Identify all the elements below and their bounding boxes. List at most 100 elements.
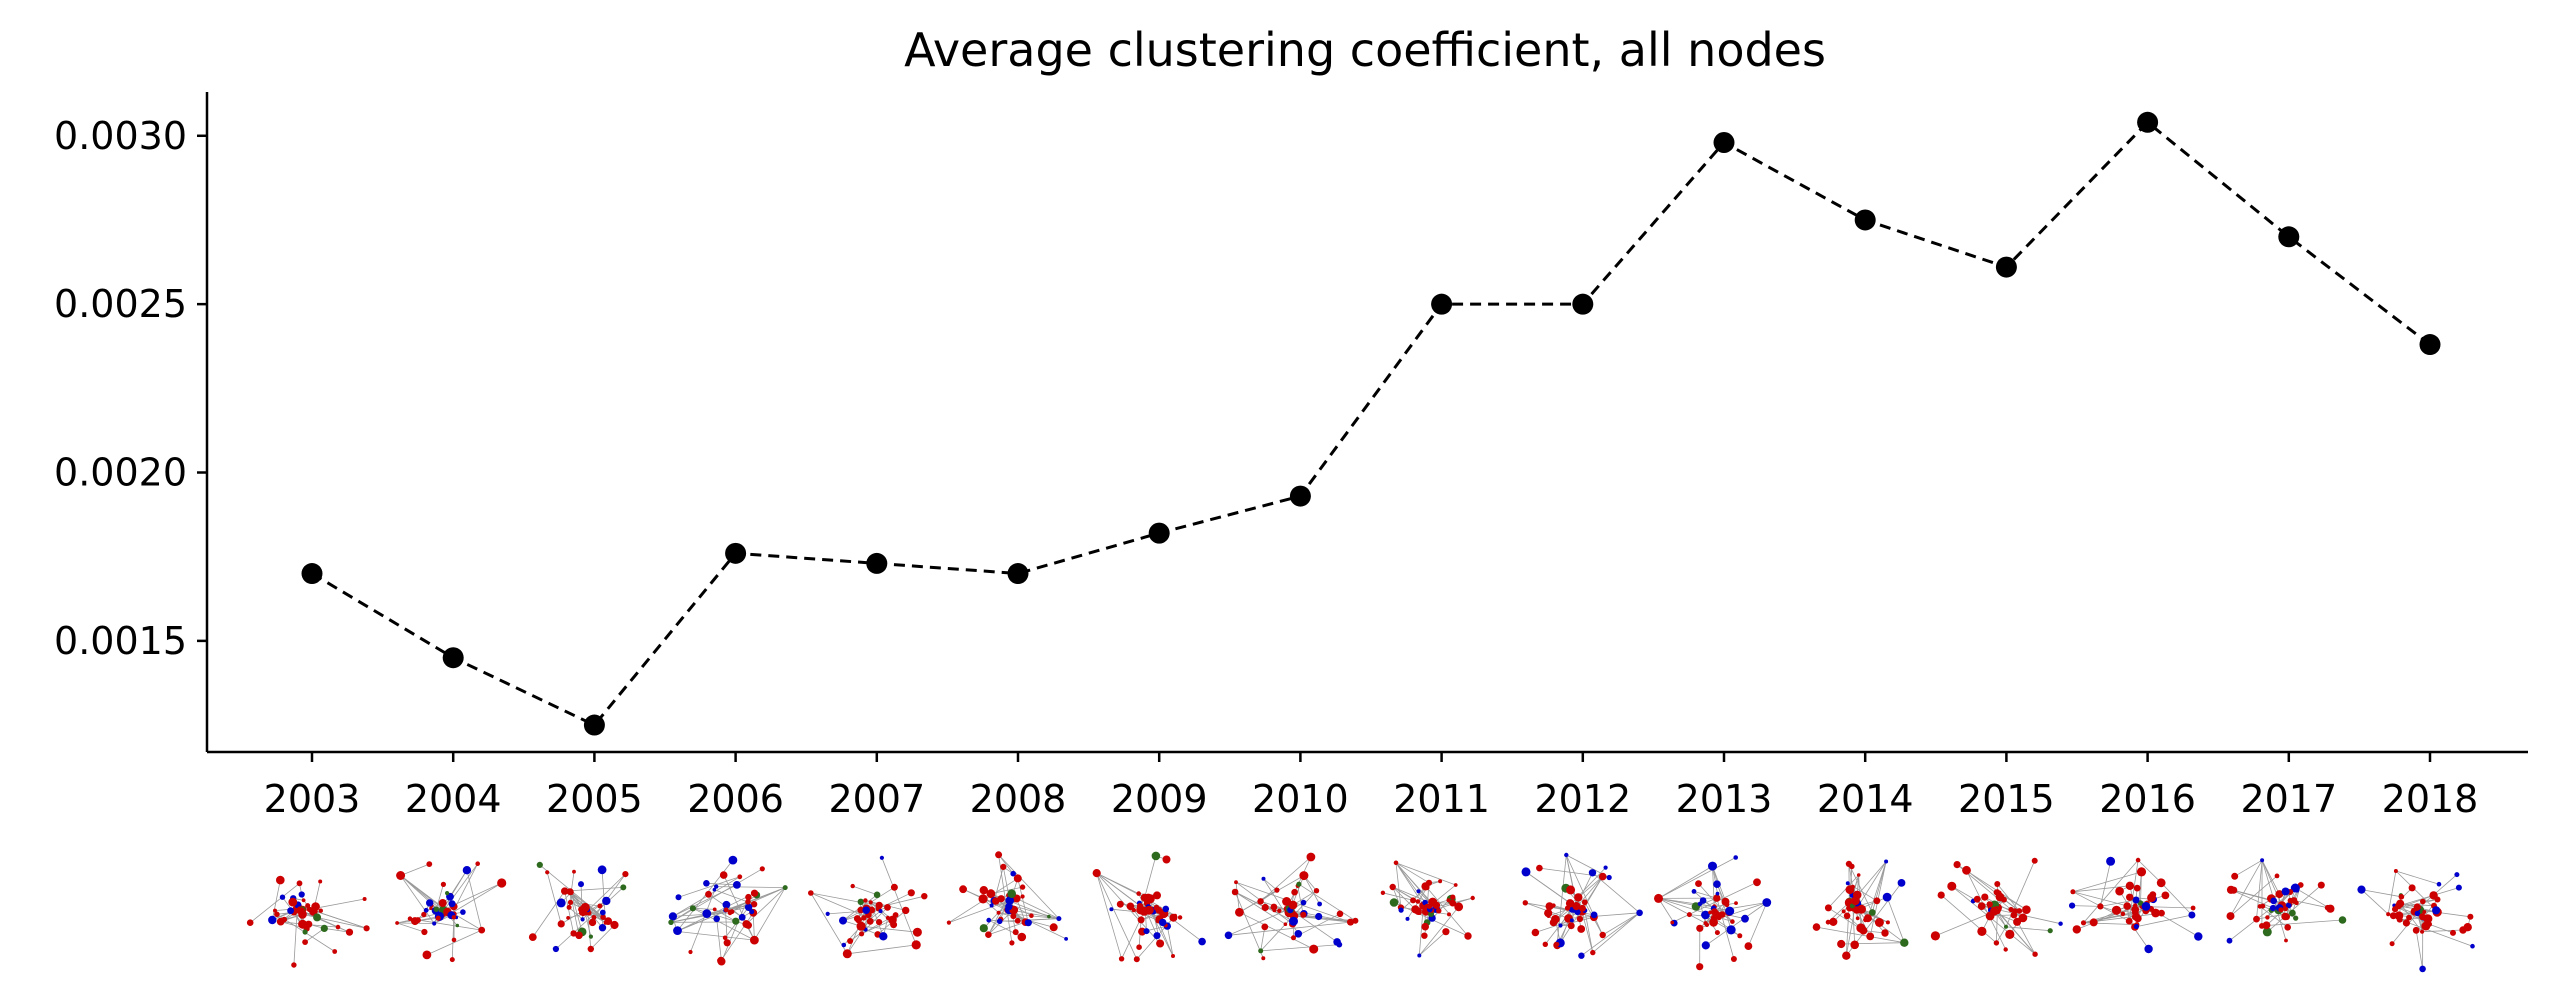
thumbnail-node xyxy=(1313,888,1320,894)
thumbnail-node xyxy=(712,887,717,892)
x-tick-label: 2003 xyxy=(264,777,361,821)
thumbnail-node xyxy=(1726,925,1736,935)
thumbnail-edge xyxy=(1234,891,1286,925)
thumbnail-edge xyxy=(988,921,1026,936)
thumbnail-edge xyxy=(878,892,912,910)
network-thumbnail xyxy=(1930,857,2063,957)
thumbnail-edge xyxy=(1856,861,1887,909)
thumbnail-node xyxy=(587,945,594,953)
thumbnail-node xyxy=(907,889,915,897)
thumbnail-node xyxy=(1464,932,1472,940)
thumbnail-node xyxy=(1415,899,1421,904)
thumbnail-node xyxy=(2069,902,2076,909)
thumbnail-node xyxy=(2257,904,2263,909)
thumbnail-node xyxy=(1449,899,1457,907)
x-tick-label: 2004 xyxy=(405,777,502,821)
thumbnail-edge xyxy=(453,913,482,931)
thumbnail-node xyxy=(841,942,847,948)
thumbnail-edge xyxy=(1426,887,1469,937)
thumbnail-node xyxy=(1049,923,1058,932)
thumbnail-node xyxy=(750,889,759,897)
network-thumbnails xyxy=(246,851,2475,973)
thumbnail-node xyxy=(1299,871,1309,881)
thumbnail-node xyxy=(1336,910,1344,918)
thumbnail-node xyxy=(1454,902,1464,912)
thumbnail-edge xyxy=(2072,905,2101,907)
thumbnail-edge xyxy=(1228,908,1291,936)
thumbnail-edge xyxy=(1856,909,1871,937)
thumbnail-node xyxy=(429,906,433,910)
thumbnail-edge xyxy=(2005,926,2051,932)
x-tick-label: 2017 xyxy=(2240,777,2337,821)
thumbnail-node xyxy=(2281,887,2290,896)
thumbnail-node xyxy=(2398,894,2405,900)
thumbnail-node xyxy=(868,900,873,905)
thumbnail-node xyxy=(599,909,606,916)
thumbnail-edge xyxy=(706,882,737,886)
thumbnail-node xyxy=(1696,924,1704,932)
thumbnail-edge xyxy=(1828,874,1859,909)
thumbnail-node xyxy=(2190,905,2196,911)
thumbnail-edge xyxy=(1712,866,1715,912)
x-tick-label: 2010 xyxy=(1252,777,1349,821)
thumbnail-edge xyxy=(1525,871,1571,904)
thumbnail-node xyxy=(2158,909,2165,917)
thumbnail-node xyxy=(1937,891,1945,899)
thumbnail-edge xyxy=(1228,921,1351,936)
thumbnail-node xyxy=(688,949,693,955)
thumbnail-node xyxy=(2080,920,2087,926)
thumbnail-edge xyxy=(716,918,722,962)
data-point xyxy=(1007,563,1029,585)
thumbnail-node xyxy=(825,911,830,917)
data-point xyxy=(442,647,464,669)
thumbnail-node xyxy=(1856,923,1866,933)
data-point xyxy=(2137,111,2159,133)
data-point xyxy=(1148,522,1170,544)
thumbnail-edge xyxy=(396,922,425,933)
thumbnail-edge xyxy=(870,886,895,903)
thumbnail-node xyxy=(979,924,988,933)
thumbnail-edge xyxy=(1260,926,1266,951)
thumbnail-node xyxy=(723,907,729,913)
thumbnail-node xyxy=(426,899,434,907)
thumbnail-edge xyxy=(998,854,1013,943)
thumbnail-edge xyxy=(1144,855,1157,898)
thumbnail-edge xyxy=(810,892,888,908)
thumbnail-node xyxy=(1953,861,1961,869)
data-point xyxy=(1713,132,1735,154)
data-point xyxy=(725,542,747,564)
thumbnail-node xyxy=(1056,916,1062,922)
thumbnail-node xyxy=(448,900,456,908)
thumbnail-node xyxy=(2260,858,2265,863)
thumbnail-node xyxy=(861,915,867,921)
thumbnail-node xyxy=(1551,914,1560,924)
thumbnail-node xyxy=(921,893,928,900)
thumbnail-node xyxy=(2269,904,2277,912)
thumbnail-edge xyxy=(1658,898,1675,924)
thumbnail-edge xyxy=(2429,923,2454,934)
thumbnail-node xyxy=(2436,881,2442,887)
thumbnail-node xyxy=(552,945,560,953)
thumbnail-edge xyxy=(1239,911,1314,950)
thumbnail-node xyxy=(1013,874,1022,883)
thumbnail-node xyxy=(2132,909,2138,916)
thumbnail-node xyxy=(1713,894,1721,902)
thumbnail-node xyxy=(1116,900,1124,908)
thumbnail-node xyxy=(1579,904,1586,912)
thumbnail-edge xyxy=(676,901,749,932)
thumbnail-node xyxy=(568,889,574,896)
thumbnail-node xyxy=(1261,903,1269,912)
thumbnail-node xyxy=(946,920,952,925)
thumbnail-node xyxy=(1762,898,1772,907)
thumbnail-node xyxy=(1017,932,1027,942)
x-tick-label: 2006 xyxy=(687,777,784,821)
thumbnail-node xyxy=(1574,893,1583,902)
thumbnail-edge xyxy=(304,928,325,943)
thumbnail-node xyxy=(878,909,883,914)
thumbnail-node xyxy=(2125,881,2135,890)
thumbnail-node xyxy=(1234,880,1238,885)
thumbnail-node xyxy=(296,880,303,887)
thumbnail-edge xyxy=(302,914,367,929)
thumbnail-node xyxy=(1231,888,1239,896)
thumbnail-node xyxy=(1405,916,1410,921)
